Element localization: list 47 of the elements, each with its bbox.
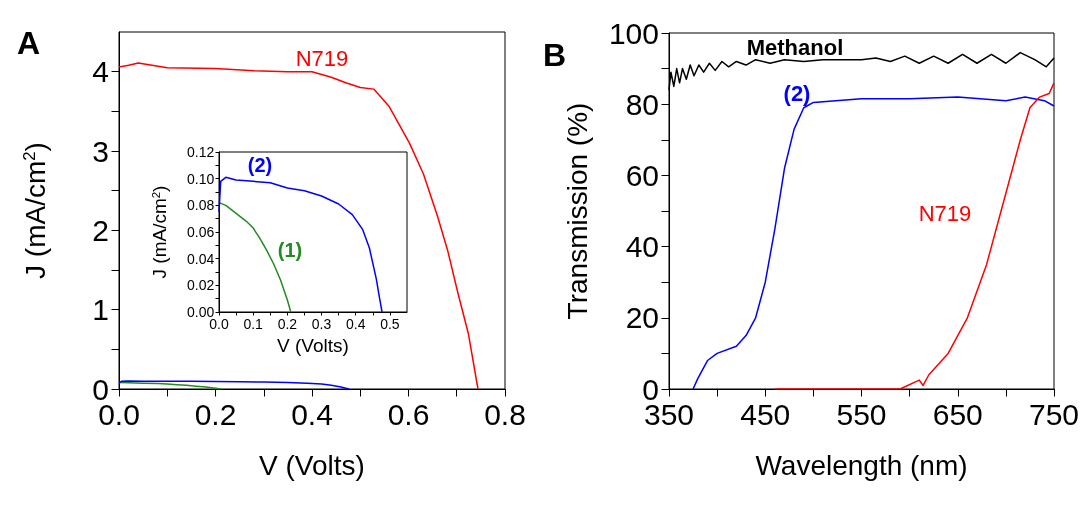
x-tick-label: 750: [1028, 397, 1080, 431]
line-series: [118, 380, 350, 390]
x-tick-label: 0.4: [291, 397, 333, 431]
x-tick-label: 0.2: [194, 397, 237, 431]
x-tick-label: 650: [932, 397, 983, 431]
y-axis-title: J (mA/cm2): [19, 142, 51, 279]
series-label: (2): [783, 80, 811, 106]
x-tick-label: 0.8: [484, 397, 526, 431]
y-axis-title: Transmission (%): [561, 102, 593, 320]
line-series: [118, 381, 222, 390]
line-series: [774, 82, 1055, 390]
y-tick-label: 20: [625, 301, 659, 335]
series-label: (1): [277, 239, 303, 261]
y-tick-label: 80: [625, 87, 659, 121]
series-label: (2): [247, 154, 273, 176]
y-tick-label: 0.12: [187, 144, 215, 160]
x-tick-label: 0.5: [380, 315, 400, 332]
y-tick-label: 0.04: [187, 250, 215, 267]
x-tick-label: 0.2: [277, 315, 298, 332]
x-tick-label: 0.3: [311, 315, 332, 332]
y-tick-label: 0.02: [187, 277, 215, 294]
x-tick-label: 450: [740, 397, 791, 431]
y-tick-label: 3: [92, 134, 109, 168]
y-tick-label: 0.08: [187, 197, 215, 214]
x-tick-label: 0.6: [387, 397, 430, 431]
line-series: [218, 176, 383, 313]
y-tick-label: 0.06: [187, 224, 215, 240]
y-tick-label: 60: [625, 158, 659, 192]
y-tick-label: 1: [92, 293, 109, 327]
y-tick-label: 2: [92, 213, 109, 247]
y-tick-label: 40: [625, 230, 659, 264]
x-tick-label: 0.4: [345, 315, 366, 332]
y-tick-label: 0.10: [187, 170, 215, 187]
y-axis-title: J (mA/cm2): [149, 185, 170, 279]
chart-title: B: [543, 37, 567, 73]
y-tick-label: 0.00: [187, 304, 215, 320]
series-label: N719: [295, 45, 349, 71]
series-label: Methanol: [746, 34, 844, 60]
x-tick-label: 0.1: [243, 315, 264, 332]
x-axis-title: V (Volts): [277, 335, 349, 356]
x-tick-label: 550: [836, 397, 887, 431]
chart-title: A: [17, 25, 41, 61]
series-label: N719: [918, 200, 972, 226]
y-tick-label: 100: [608, 16, 659, 50]
x-axis-title: V (Volts): [259, 449, 365, 481]
y-tick-label: 4: [92, 55, 109, 89]
x-axis-title: Wavelength (nm): [755, 449, 968, 481]
